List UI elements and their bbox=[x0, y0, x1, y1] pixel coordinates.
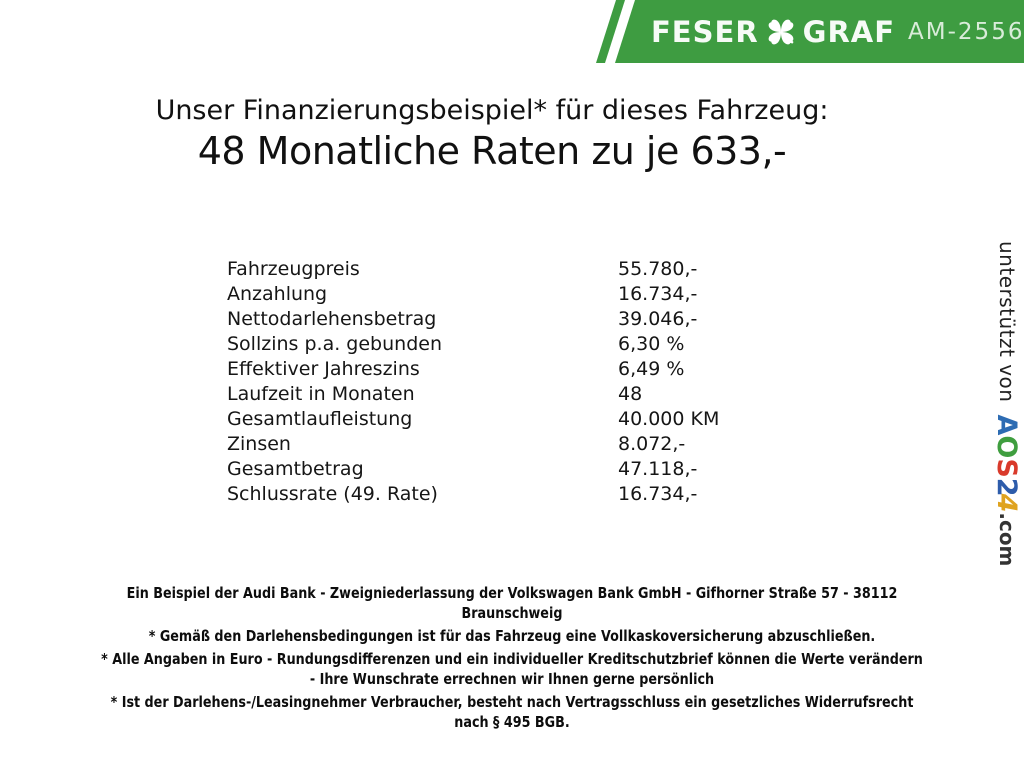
footer-line: Braunschweig bbox=[461, 604, 563, 622]
supported-by-label: unterstützt von bbox=[995, 241, 1019, 403]
table-row-anzahlung: Anzahlung 16.734,- bbox=[227, 282, 719, 307]
row-value: 6,49 % bbox=[618, 358, 685, 380]
monthly-rate-heading: 48 Monatliche Raten zu je 633,- bbox=[197, 129, 787, 173]
row-label: Anzahlung bbox=[227, 283, 328, 305]
row-value: 16.734,- bbox=[618, 283, 698, 305]
brand-name-graf: GRAF bbox=[802, 14, 896, 49]
table-row-nettodarlehensbetrag: Nettodarlehensbetrag 39.046,- bbox=[227, 307, 719, 332]
row-label: Schlussrate (49. Rate) bbox=[227, 483, 438, 505]
row-value: 48 bbox=[618, 383, 643, 405]
table-row-sollzins: Sollzins p.a. gebunden 6,30 % bbox=[227, 332, 719, 357]
table-row-laufzeit: Laufzeit in Monaten 48 bbox=[227, 382, 719, 407]
logo-letter-o: O bbox=[991, 435, 1023, 459]
table-row-gesamtlaufleistung: Gesamtlaufleistung 40.000 KM bbox=[227, 407, 719, 432]
footer-line: * Alle Angaben in Euro - Rundungsdiffere… bbox=[101, 650, 923, 668]
vehicle-id: AM-255676 bbox=[908, 18, 1024, 45]
table-row-gesamtbetrag: Gesamtbetrag 47.118,- bbox=[227, 457, 719, 482]
row-label: Effektiver Jahreszins bbox=[227, 358, 420, 380]
widerrufsrecht-paragraph: * Ist der Darlehens-/Leasingnehmer Verbr… bbox=[0, 692, 1024, 732]
row-label: Gesamtbetrag bbox=[227, 458, 364, 480]
row-label: Laufzeit in Monaten bbox=[227, 383, 415, 405]
logo-domain-suffix: .com bbox=[995, 512, 1019, 567]
row-value: 39.046,- bbox=[618, 308, 698, 330]
dealer-banner: FESER GRAF AM-255676 bbox=[615, 0, 1024, 63]
aos24-logo: AOS24 bbox=[992, 414, 1023, 512]
financing-table: Fahrzeugpreis 55.780,- Anzahlung 16.734,… bbox=[227, 257, 719, 507]
footer-line: * Gemäß den Darlehensbedingungen ist für… bbox=[148, 627, 876, 645]
financing-example-heading: Unser Finanzierungsbeispiel* für dieses … bbox=[155, 95, 829, 126]
angaben-euro-paragraph: * Alle Angaben in Euro - Rundungsdiffere… bbox=[0, 649, 1024, 689]
row-value: 55.780,- bbox=[618, 258, 698, 280]
supported-by-sidebar: unterstützt von AOS24 .com bbox=[992, 241, 1023, 567]
row-value: 6,30 % bbox=[618, 333, 685, 355]
four-leaf-clover-icon bbox=[768, 19, 794, 44]
footer-line: Ein Beispiel der Audi Bank - Zweignieder… bbox=[126, 584, 898, 602]
row-label: Gesamtlaufleistung bbox=[227, 408, 413, 430]
logo-digit-4: 4 bbox=[991, 493, 1023, 513]
row-label: Sollzins p.a. gebunden bbox=[227, 333, 442, 355]
bank-address-paragraph: Ein Beispiel der Audi Bank - Zweignieder… bbox=[0, 583, 1024, 623]
row-value: 40.000 KM bbox=[618, 408, 720, 430]
row-label: Nettodarlehensbetrag bbox=[227, 308, 437, 330]
row-label: Fahrzeugpreis bbox=[227, 258, 360, 280]
table-row-effektiver-jahreszins: Effektiver Jahreszins 6,49 % bbox=[227, 357, 719, 382]
row-value: 8.072,- bbox=[618, 433, 686, 455]
table-row-zinsen: Zinsen 8.072,- bbox=[227, 432, 719, 457]
disclaimer-footer: Ein Beispiel der Audi Bank - Zweignieder… bbox=[0, 583, 1024, 735]
footer-line: - Ihre Wunschrate errechnen wir Ihnen ge… bbox=[309, 670, 715, 688]
logo-letter-a: A bbox=[991, 414, 1023, 436]
footer-line: nach § 495 BGB. bbox=[454, 713, 570, 731]
row-value: 16.734,- bbox=[618, 483, 698, 505]
table-row-schlussrate: Schlussrate (49. Rate) 16.734,- bbox=[227, 482, 719, 507]
row-value: 47.118,- bbox=[618, 458, 698, 480]
logo-letter-s: S bbox=[991, 458, 1023, 478]
footer-line: * Ist der Darlehens-/Leasingnehmer Verbr… bbox=[110, 693, 914, 711]
brand-name-feser: FESER bbox=[651, 14, 759, 49]
row-label: Zinsen bbox=[227, 433, 291, 455]
table-row-fahrzeugpreis: Fahrzeugpreis 55.780,- bbox=[227, 257, 719, 282]
vollkasko-paragraph: * Gemäß den Darlehensbedingungen ist für… bbox=[0, 626, 1024, 646]
